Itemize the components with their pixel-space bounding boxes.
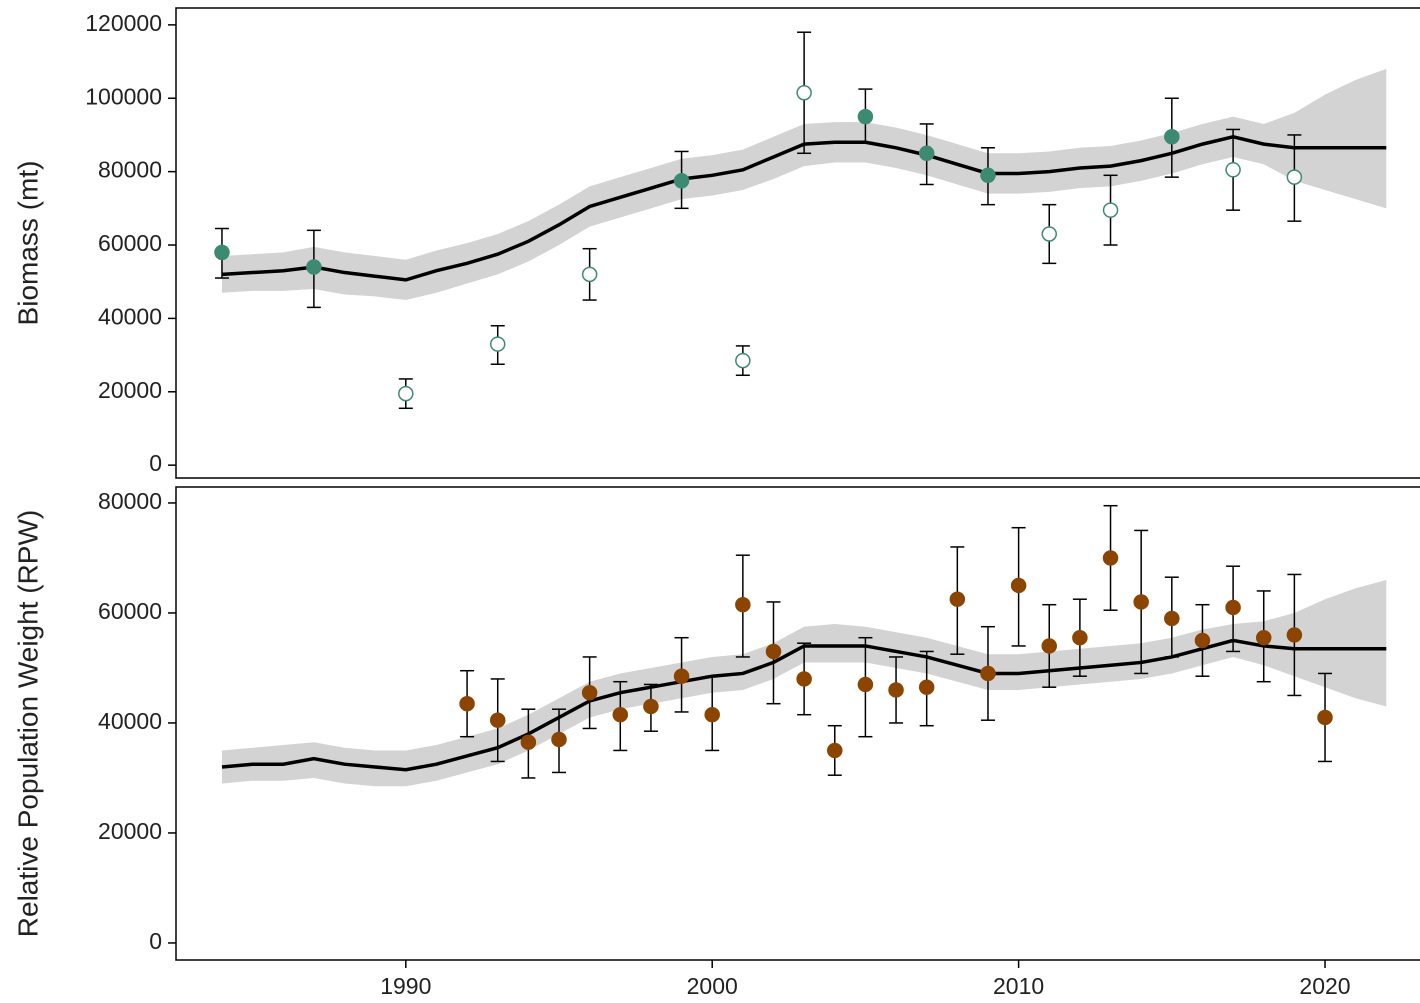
data-point [581,684,598,701]
data-point [489,336,506,352]
data-point [1225,162,1241,178]
y-axis-label: Biomass (mt) [12,161,43,326]
y-tick-label: 20000 [98,377,162,403]
data-point [1255,629,1272,646]
data-point [1317,709,1333,726]
y-tick-label: 100000 [85,83,162,109]
data-point [306,259,322,275]
data-point [918,145,935,162]
data-point [796,671,812,687]
data-point [551,731,567,748]
panel-frame [175,7,1420,479]
y-tick-label: 80000 [98,488,162,514]
data-point [949,591,966,607]
y-tick-label: 40000 [98,708,162,734]
data-point [1102,550,1119,566]
data-point [1041,226,1058,242]
y-axis-label: Relative Population Weight (RPW) [12,510,43,937]
data-point [980,167,996,184]
data-point [796,85,812,101]
data-point [214,244,230,261]
data-point [1102,202,1119,218]
data-point [857,676,874,693]
data-point [1072,629,1088,646]
data-point [643,698,659,715]
y-tick-label: 120000 [85,10,162,36]
data-point [1225,599,1241,616]
x-tick-label: 2000 [687,973,738,999]
x-tick-label: 2020 [1299,973,1350,999]
y-tick-label: 60000 [98,230,162,256]
data-point [489,712,506,728]
data-point [1041,638,1058,654]
confidence-band [221,68,1387,301]
data-point [735,596,751,613]
data-point [1164,610,1180,627]
data-point [1133,594,1149,610]
data-point [1286,169,1303,185]
confidence-band [221,579,1387,787]
y-tick-label: 40000 [98,303,162,329]
data-point [673,173,690,189]
data-point [612,706,629,723]
data-point [1010,577,1027,594]
data-point [980,665,996,682]
data-point [1286,627,1303,643]
data-point [673,668,690,684]
data-point [857,108,874,125]
data-point [827,742,843,759]
panel-frame [175,486,1420,961]
data-point [398,385,414,402]
y-tick-label: 80000 [98,157,162,183]
data-point [735,352,751,369]
y-tick-label: 60000 [98,598,162,624]
data-point [1164,129,1180,145]
x-tick-label: 2010 [993,973,1044,999]
y-tick-label: 0 [149,450,162,476]
data-point [581,266,598,283]
data-point [765,643,782,660]
data-point [704,706,720,723]
data-point [1194,632,1211,649]
data-point [520,734,537,750]
data-point [459,695,475,712]
data-point [888,682,904,698]
y-tick-label: 20000 [98,818,162,844]
y-tick-label: 0 [149,928,162,954]
x-tick-label: 1990 [380,973,431,999]
data-point [918,679,935,695]
